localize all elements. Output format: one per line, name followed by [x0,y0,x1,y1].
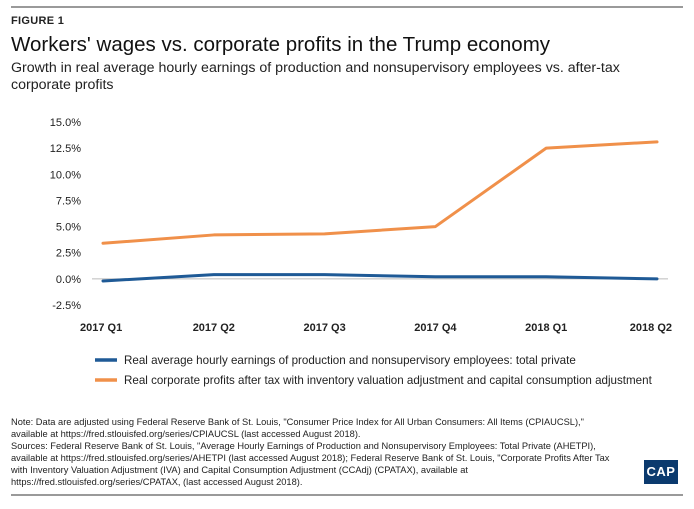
top-rule [11,6,683,8]
chart-title: Workers' wages vs. corporate profits in … [11,33,551,56]
y-tick-label: 10.0% [50,169,81,181]
x-tick-label: 2018 Q1 [525,322,567,334]
x-axis: 2017 Q1 2017 Q2 2017 Q3 2017 Q4 2018 Q1 2018 … [80,322,672,334]
y-tick-label: 2.5% [56,248,81,260]
y-tick-label: 5.0% [56,222,81,234]
line-chart: 15.0% 12.5% 10.0% 7.5% 5.0% 2.5% 0.0% -2.5% 201… [50,117,672,387]
cap-logo: CAP [644,460,678,484]
sources-text: Sources: Federal Reserve Bank of St. Lou… [11,441,610,487]
chart-subtitle: Growth in real average hourly earnings o… [11,60,620,93]
series-line-0 [101,273,659,283]
bottom-rule [11,494,683,496]
x-tick-label: 2017 Q3 [303,322,345,334]
y-tick-label: 12.5% [50,143,81,155]
x-tick-label: 2017 Q1 [80,322,122,334]
y-tick-label: -2.5% [52,300,81,312]
y-tick-label: 0.0% [56,274,81,286]
x-tick-label: 2018 Q2 [630,322,672,334]
note-text: Note: Data are adjusted using Federal Re… [11,417,584,439]
legend-label: Real corporate profits after tax with in… [124,374,653,387]
x-tick-label: 2017 Q2 [193,322,235,334]
legend-label: Real average hourly earnings of producti… [124,354,576,367]
y-axis: 15.0% 12.5% 10.0% 7.5% 5.0% 2.5% 0.0% -2.5% [50,117,668,312]
y-tick-label: 7.5% [56,195,81,207]
figure-label: FIGURE 1 [11,15,65,27]
legend: Real average hourly earnings of producti… [95,354,653,387]
x-tick-label: 2017 Q4 [414,322,457,334]
series-line-1 [101,140,659,245]
series-layer [101,140,659,283]
y-tick-label: 15.0% [50,117,81,129]
